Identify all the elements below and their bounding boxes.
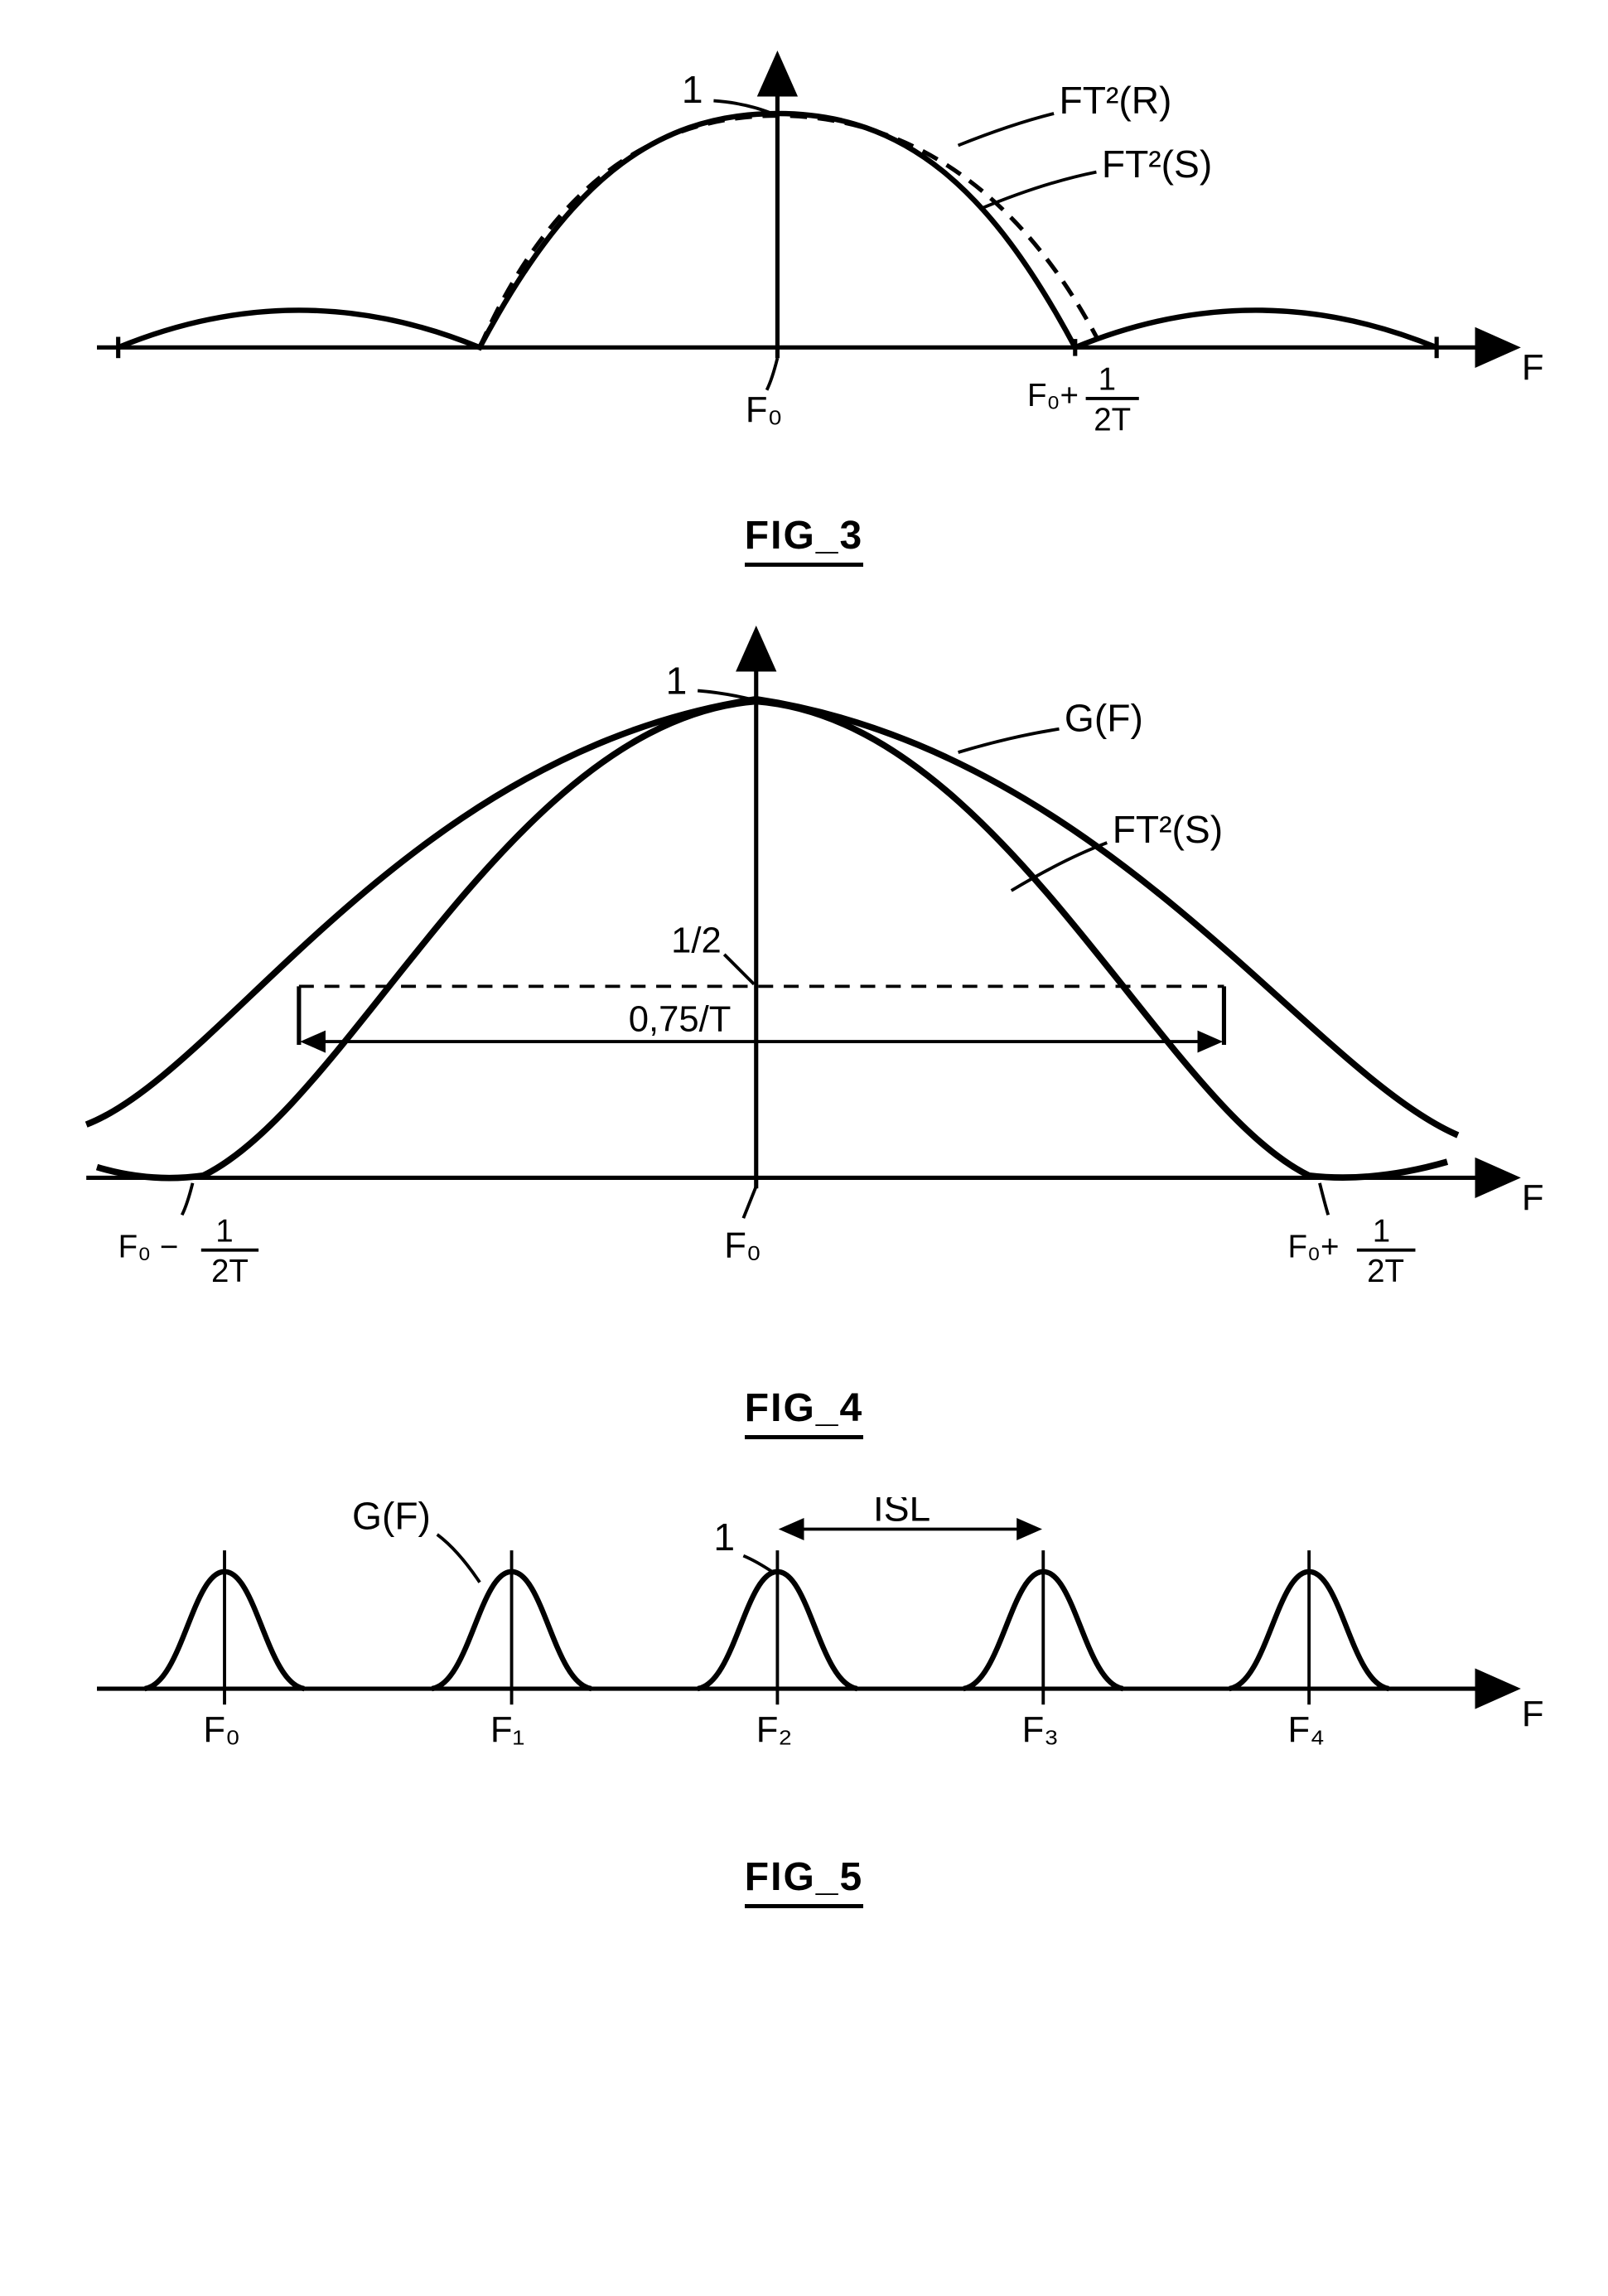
gf-label: G(F) [352, 1497, 431, 1538]
left-frac-num: 1 [215, 1213, 233, 1249]
right-tick-lead: F₀+ [1027, 378, 1079, 413]
fig4-svg: 0,75/T 1/2 1 G(F) FT²(S) F₀ − 1 2T F₀ F₀… [33, 625, 1575, 1369]
tick-3: F₃ [1022, 1711, 1059, 1751]
curve-ft2s [97, 701, 1447, 1177]
peak-label: 1 [682, 68, 703, 111]
left-tick-lead: F₀ − [118, 1230, 179, 1265]
fig5-title: FIG_5 [33, 1854, 1575, 1900]
figure-5: F₀ F₁ F₂ F₃ F₄ G(F) 1 ISL F FIG_5 [33, 1497, 1575, 1900]
left-frac-den: 2T [211, 1254, 249, 1289]
x-axis-label: F [1522, 348, 1544, 388]
right-frac-den: 2T [1367, 1254, 1404, 1289]
x-axis-label: F [1522, 1694, 1544, 1734]
peaks [145, 1551, 1389, 1705]
leader-ft2s [979, 172, 1096, 210]
tick-4: F₄ [1287, 1711, 1324, 1751]
peak-label: 1 [713, 1516, 735, 1559]
isl-label: ISL [873, 1497, 930, 1529]
center-tick-label: F₀ [746, 390, 783, 430]
center-tick-label: F₀ [724, 1226, 761, 1266]
tick-0: F₀ [203, 1711, 240, 1751]
leader-peak [743, 1556, 772, 1572]
peak-label: 1 [666, 659, 688, 702]
tick-1: F₁ [490, 1711, 524, 1751]
gf-label: G(F) [1065, 696, 1143, 739]
fig4-title: FIG_4 [33, 1385, 1575, 1431]
leader-ft2r [959, 114, 1055, 146]
ft2r-label: FT²(R) [1060, 79, 1172, 122]
hook-right [1320, 1183, 1328, 1216]
right-frac-num: 1 [1373, 1213, 1390, 1249]
x-axis-label: F [1522, 1178, 1544, 1218]
fig3-svg: 1 FT²(R) FT²(S) F₀ F₀+ 1 2T F [33, 50, 1575, 496]
leader-gf [959, 729, 1060, 752]
half-label: 1/2 [671, 921, 722, 960]
fig5-svg: F₀ F₁ F₂ F₃ F₄ G(F) 1 ISL F [33, 1497, 1575, 1838]
right-tick-lead: F₀+ [1287, 1230, 1339, 1265]
hook-center [743, 1187, 756, 1219]
leader-f0 [767, 358, 778, 390]
leader-half [724, 955, 754, 984]
hook-left [182, 1183, 193, 1216]
ft2s-label: FT²(S) [1113, 808, 1223, 851]
curve-gf [86, 699, 1458, 1135]
right-frac-num: 1 [1099, 362, 1116, 398]
leader-peak [698, 691, 751, 699]
ft2s-label: FT²(S) [1102, 143, 1212, 186]
figure-3: 1 FT²(R) FT²(S) F₀ F₀+ 1 2T F FIG_3 [33, 50, 1575, 558]
width-label: 0,75/T [629, 999, 732, 1039]
figure-4: 0,75/T 1/2 1 G(F) FT²(S) F₀ − 1 2T F₀ F₀… [33, 625, 1575, 1431]
tick-2: F₂ [756, 1711, 793, 1751]
leader-peak [713, 101, 772, 114]
fig3-title: FIG_3 [33, 513, 1575, 558]
leader-gf [437, 1535, 480, 1583]
right-frac-den: 2T [1094, 402, 1131, 437]
